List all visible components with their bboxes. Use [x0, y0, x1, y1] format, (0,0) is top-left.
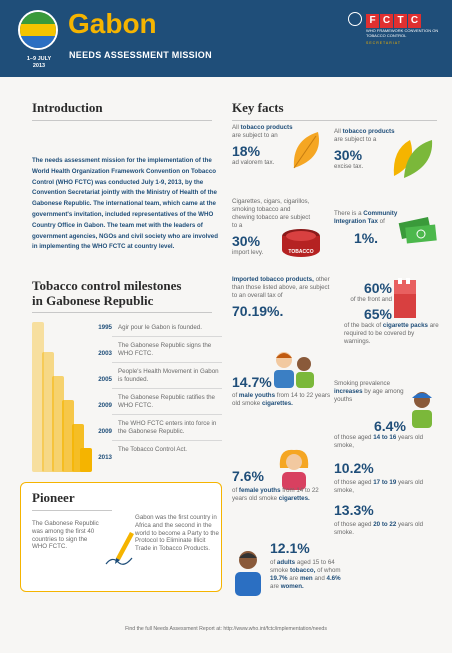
- cigarette-pack-icon: [394, 278, 416, 318]
- divider: [112, 440, 222, 441]
- milestone-year: 2009: [98, 428, 112, 435]
- pen-signing-icon: [105, 532, 134, 565]
- milestone-year: 2003: [98, 350, 112, 357]
- logo-letter: C: [380, 14, 393, 28]
- date-line-1: 1–9 JULY: [26, 56, 52, 62]
- fact-back-warning: 65% of the back of cigarette packs are r…: [344, 306, 439, 345]
- fact-value: 10.2%: [334, 460, 374, 476]
- fact-value: 30%: [334, 147, 363, 163]
- fact-ad-valorem: All tobacco products are subject to an 18…: [232, 124, 312, 167]
- fact-value: 18%: [232, 143, 261, 159]
- divider: [112, 336, 222, 337]
- fctc-logo-subtitle: WHO FRAMEWORK CONVENTION ON TOBACCO CONT…: [366, 28, 439, 38]
- milestone-text: The Tobacco Control Act.: [118, 446, 188, 453]
- step: [62, 400, 74, 472]
- can-label: TOBACCO: [288, 249, 313, 255]
- youth-icon: [412, 392, 432, 428]
- fact-value: 65%: [363, 306, 392, 322]
- fact-prevalence-20-22: 13.3% of those aged 20 to 22 years old s…: [334, 502, 434, 537]
- money-icon: [398, 217, 437, 244]
- fact-value: 12.1%: [270, 540, 310, 556]
- step: [32, 322, 44, 472]
- fact-value: 60%: [363, 280, 392, 296]
- date-line-2: 2013: [32, 63, 46, 69]
- fact-value: 70.19%.: [232, 303, 284, 319]
- fact-male-youths: 14.7% of male youths from 14 to 22 years…: [232, 374, 331, 407]
- milestone-year: 2005: [98, 376, 112, 383]
- page-title: Gabon: [68, 8, 157, 39]
- divider: [112, 362, 222, 363]
- page-subtitle: NEEDS ASSESSMENT MISSION: [69, 50, 212, 60]
- footer-link-text: Find the full Needs Assessment Report at…: [125, 626, 327, 632]
- fact-prevalence-14-16: 6.4% of those aged 14 to 16 years old sm…: [334, 418, 434, 450]
- fact-value: 1%.: [353, 230, 379, 246]
- fact-prevalence-17-19: 10.2% of those aged 17 to 19 years old s…: [334, 460, 434, 495]
- fctc-logo-secretariat: SECRETARIAT: [366, 41, 401, 45]
- intro-body: The needs assessment mission for the imp…: [32, 157, 219, 251]
- divider: [32, 312, 212, 313]
- fact-value: 6.4%: [374, 418, 406, 434]
- divider: [232, 120, 437, 121]
- fact-import-levy: Cigarettes, cigars, cigarillos, smoking …: [232, 198, 314, 257]
- fact-imported-products: Imported tobacco products, other than th…: [232, 276, 332, 319]
- fact-value: 14.7%: [232, 374, 272, 390]
- divider: [112, 388, 222, 389]
- divider: [32, 510, 112, 511]
- fact-adults: 12.1% of adults aged 15 to 64 smoke toba…: [270, 540, 348, 591]
- fact-prevalence-intro: Smoking prevalence increases by age amon…: [334, 380, 404, 403]
- milestone-text: Agir pour le Gabon is founded.: [118, 324, 202, 331]
- step: [80, 448, 92, 472]
- fact-front-warning: 60% of the front and: [344, 280, 392, 304]
- milestone-year: 1995: [98, 324, 112, 331]
- gabon-flag-icon: [18, 10, 58, 50]
- pioneer-box: [20, 482, 222, 592]
- milestone-staircase: [32, 322, 92, 472]
- divider: [32, 120, 212, 121]
- male-youths-icon: [274, 352, 314, 388]
- fact-value: 7.6%: [232, 468, 264, 484]
- divider: [112, 414, 222, 415]
- key-facts-heading: Key facts: [232, 100, 284, 115]
- milestone-text: The Gabonese Republic signs the WHO FCTC…: [118, 342, 212, 357]
- milestone-year: 2013: [98, 454, 112, 461]
- female-youth-icon: [279, 449, 309, 490]
- logo-letter: C: [408, 14, 421, 28]
- mission-date: 1–9 JULY 2013: [14, 56, 64, 70]
- milestones-heading: Tobacco control milestones in Gabonese R…: [32, 278, 182, 308]
- fact-value: 30%: [232, 233, 261, 249]
- milestone-text: The Gabonese Republic ratifies the WHO F…: [118, 394, 215, 409]
- tobacco-can-icon: TOBACCO: [282, 229, 320, 257]
- logo-letter: F: [366, 14, 379, 28]
- milestone-text: People's Health Movement in Gabon is fou…: [118, 368, 219, 383]
- pioneer-heading: Pioneer: [32, 490, 75, 505]
- pioneer-left-text: The Gabonese Republic was among the firs…: [32, 520, 99, 551]
- milestone-text: The WHO FCTC enters into force in the Ga…: [118, 420, 217, 435]
- step: [42, 352, 54, 472]
- un-emblem-icon: [348, 12, 362, 26]
- milestone-year: 2009: [98, 402, 112, 409]
- step: [52, 376, 64, 472]
- leaf-icon: [293, 132, 319, 169]
- fact-excise: All tobacco products are subject to a 30%…: [334, 128, 404, 171]
- pioneer-right-text: Gabon was the first country in Africa an…: [135, 514, 219, 553]
- logo-letter: T: [394, 14, 407, 28]
- intro-heading: Introduction: [32, 100, 103, 115]
- fact-community-tax: There is a Community Integration Tax of …: [334, 210, 398, 246]
- adult-icon: [235, 551, 261, 596]
- leaves-icon: [393, 140, 433, 178]
- fact-value: 13.3%: [334, 502, 374, 518]
- header-banner: 1–9 JULY 2013 Gabon NEEDS ASSESSMENT MIS…: [0, 0, 452, 77]
- fact-female-youths: 7.6% of female youths from 14 to 22 year…: [232, 468, 328, 503]
